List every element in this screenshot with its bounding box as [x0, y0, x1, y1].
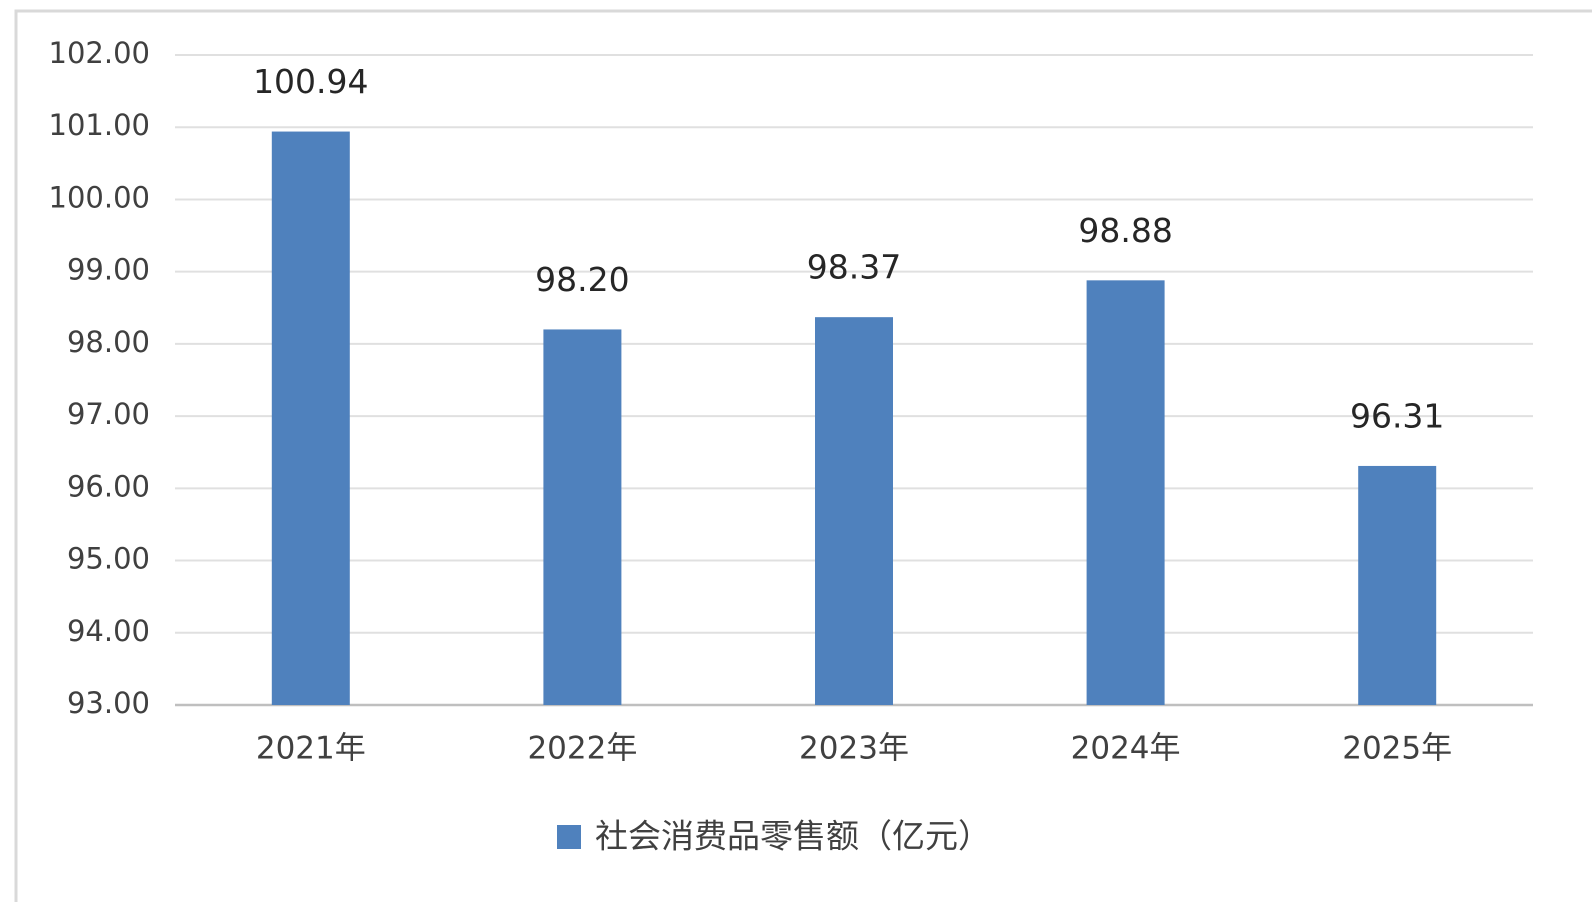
legend-swatch: [557, 825, 581, 849]
bar: [1086, 280, 1165, 705]
legend-label: 社会消费品零售额（亿元）: [595, 817, 991, 856]
y-tick-label: 96.00: [67, 469, 150, 503]
x-tick-label: 2023年: [799, 731, 909, 767]
y-tick-label: 98.00: [67, 325, 150, 359]
x-tick-label: 2022年: [527, 731, 637, 767]
data-label: 98.20: [535, 260, 629, 299]
y-tick-label: 94.00: [67, 614, 150, 648]
data-label: 98.88: [1078, 211, 1172, 250]
x-tick-label: 2024年: [1071, 731, 1181, 767]
y-tick-label: 95.00: [67, 542, 150, 576]
x-tick-label: 2025年: [1342, 731, 1452, 767]
y-tick-label: 100.00: [49, 180, 150, 214]
data-label: 96.31: [1350, 396, 1444, 435]
bar: [543, 329, 622, 705]
y-tick-label: 101.00: [49, 108, 150, 142]
y-tick-label: 102.00: [49, 36, 150, 70]
x-tick-label: 2021年: [256, 731, 366, 767]
y-tick-label: 93.00: [67, 686, 150, 720]
data-label: 98.37: [807, 248, 901, 287]
y-tick-label: 97.00: [67, 397, 150, 431]
chart-border: [14, 9, 1592, 902]
bar: [271, 131, 350, 706]
y-tick-label: 99.00: [67, 253, 150, 287]
bar: [815, 317, 893, 705]
bar: [1358, 465, 1437, 705]
data-label: 100.94: [253, 62, 368, 101]
